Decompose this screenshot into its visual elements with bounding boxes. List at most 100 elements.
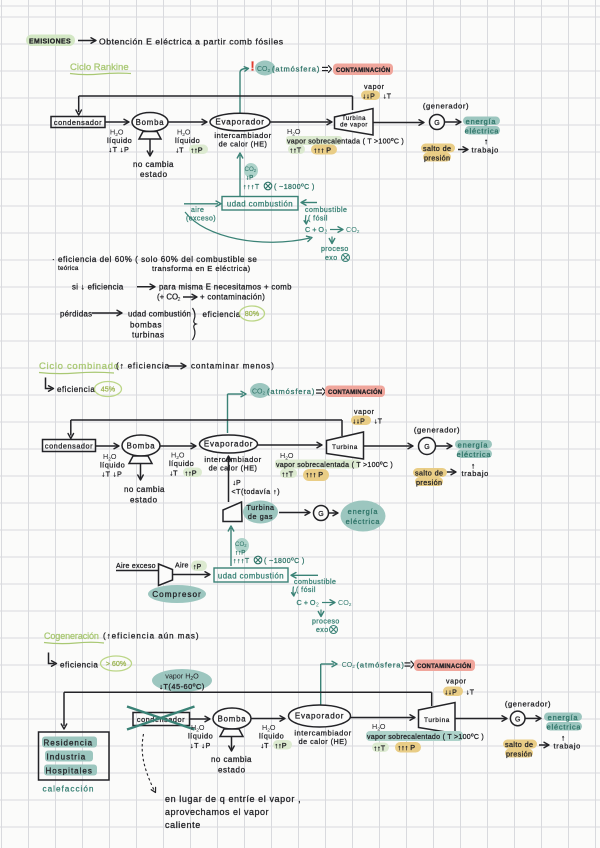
svg-text:↑↑T: ↑↑T (282, 469, 294, 478)
svg-text:vapor: vapor (354, 409, 375, 416)
svg-text:C + O: C + O (297, 598, 316, 607)
svg-text:CO2: CO2 (346, 225, 360, 235)
svg-text:eficiencia: eficiencia (60, 661, 98, 670)
svg-text:líquido: líquido (107, 136, 132, 145)
svg-text:CO2: CO2 (342, 662, 356, 670)
svg-text:↓T ↓P: ↓T ↓P (190, 741, 211, 750)
svg-text:líquido: líquido (169, 459, 194, 468)
svg-text:Hospitales: Hospitales (46, 767, 93, 776)
svg-text:no cambia: no cambia (124, 485, 165, 494)
svg-text:↑↑↑ P: ↑↑↑ P (398, 743, 416, 752)
svg-text:( ~1800ºC ): ( ~1800ºC ) (274, 184, 315, 191)
svg-text:vapor sobrecalentada ( T >100º: vapor sobrecalentada ( T >100ºC ) (287, 138, 404, 145)
svg-text:↑↑P: ↑↑P (191, 146, 203, 155)
svg-text:↓↓P: ↓↓P (445, 689, 458, 696)
svg-text:↑↑P: ↑↑P (235, 550, 245, 557)
svg-text:salto de: salto de (505, 740, 533, 749)
svg-text:H2O: H2O (287, 127, 301, 138)
svg-text:intercambiador: intercambiador (214, 131, 271, 140)
svg-text:CO2: CO2 (245, 166, 257, 173)
svg-text:G: G (434, 120, 439, 127)
svg-text:Compresor: Compresor (152, 590, 202, 599)
svg-text:vapor: vapor (446, 679, 467, 686)
svg-text:pérdidas: pérdidas (60, 310, 92, 319)
svg-text:↑↑T: ↑↑T (374, 743, 386, 752)
svg-text:energía: energía (548, 713, 579, 722)
svg-text:45%: 45% (101, 385, 116, 394)
svg-text:vapor H2O: vapor H2O (165, 672, 199, 682)
svg-text:G: G (318, 511, 323, 518)
svg-text:estado: estado (218, 765, 246, 774)
svg-text:↑↑↑ P: ↑↑↑ P (314, 145, 332, 154)
svg-text:(generador): (generador) (414, 426, 460, 435)
svg-text:Ciclo combinado: Ciclo combinado (39, 361, 120, 372)
svg-text:↓T ↓P: ↓T ↓P (109, 145, 130, 154)
svg-text:eléctrica: eléctrica (346, 517, 381, 526)
svg-text:(generador): (generador) (423, 102, 469, 111)
svg-text:udad combustión: udad combustión (128, 310, 191, 319)
svg-text:(↑ eficiencia: (↑ eficiencia (116, 362, 170, 371)
svg-text:energía: energía (348, 507, 379, 516)
svg-text:Aire exceso: Aire exceso (116, 563, 156, 570)
svg-text:↑↑P: ↑↑P (275, 741, 287, 750)
svg-text:Bomba: Bomba (218, 714, 247, 723)
svg-text:presión: presión (506, 750, 532, 759)
svg-text:presión: presión (416, 478, 442, 487)
svg-text:↓P: ↓P (233, 480, 242, 487)
svg-text:de calor (HE): de calor (HE) (219, 140, 268, 149)
svg-text:bombas: bombas (130, 321, 162, 330)
svg-text:↓↓P: ↓↓P (363, 93, 376, 100)
svg-text:C + O: C + O (305, 225, 324, 234)
svg-text:EMISIONES: EMISIONES (29, 39, 71, 46)
svg-text:↓T: ↓T (176, 146, 185, 155)
svg-text:↓P: ↓P (246, 175, 253, 182)
svg-text:> 60%: > 60% (106, 659, 127, 668)
svg-text:CO2: CO2 (257, 66, 271, 74)
svg-text:líquido: líquido (175, 136, 200, 145)
svg-text:energía: energía (466, 117, 497, 126)
svg-text:(↑eficiencia aún mas): (↑eficiencia aún mas) (103, 632, 200, 641)
svg-text:eléctrica: eléctrica (547, 722, 582, 731)
svg-text:Industria: Industria (47, 753, 87, 762)
svg-text:Evaporador: Evaporador (204, 440, 253, 449)
svg-text:para misma E necesitamos + co: para misma E necesitamos + comb (159, 283, 292, 292)
svg-text:(atmósfera): (atmósfera) (357, 661, 405, 670)
svg-text:H2O: H2O (191, 723, 205, 734)
svg-text:↑: ↑ (561, 734, 565, 743)
svg-text:si ↓ eficiencia: si ↓ eficiencia (72, 283, 124, 292)
svg-text:<T(todavía ↑): <T(todavía ↑) (232, 489, 281, 496)
svg-text:(atmósfera): (atmósfera) (272, 65, 320, 74)
svg-text:+ contaminación): + contaminación) (200, 293, 265, 302)
svg-text:↓T: ↓T (466, 689, 475, 696)
svg-text:de calor (HE): de calor (HE) (299, 737, 348, 746)
svg-text:Aire: Aire (175, 563, 189, 570)
svg-text:80%: 80% (245, 309, 260, 318)
svg-text:Turbina: Turbina (424, 717, 450, 724)
svg-text:de calor (HE): de calor (HE) (209, 464, 258, 473)
svg-text:estado: estado (140, 170, 168, 179)
svg-text:trabajo: trabajo (472, 146, 500, 155)
svg-text:2: 2 (178, 297, 181, 303)
svg-text:udad combustión: udad combustión (218, 571, 284, 580)
svg-text:!: ! (250, 59, 254, 74)
svg-text:( fósil: ( fósil (296, 587, 316, 594)
svg-text:H2O: H2O (372, 722, 386, 733)
svg-text:(+ CO: (+ CO (157, 293, 178, 302)
svg-text:Obtención E eléctrica a parti: Obtención E eléctrica a partir comb fósi… (99, 37, 284, 47)
svg-text:↑↑P: ↑↑P (185, 469, 197, 478)
svg-text:2: 2 (316, 603, 319, 609)
svg-text:transforma en E eléctrica): transforma en E eléctrica) (152, 264, 251, 273)
svg-text:↑↑↑T: ↑↑↑T (243, 184, 260, 191)
svg-text:Bomba: Bomba (127, 441, 156, 450)
svg-text:calefacción: calefacción (43, 785, 95, 794)
svg-text:↓T: ↓T (261, 741, 270, 750)
svg-text:proceso: proceso (321, 246, 349, 253)
svg-text:eficiencia: eficiencia (57, 385, 95, 394)
svg-text:salto de: salto de (415, 469, 443, 478)
svg-text:( fósil: ( fósil (308, 216, 328, 223)
svg-text:de gas: de gas (248, 512, 273, 521)
svg-text:Ciclo Rankine: Ciclo Rankine (70, 62, 129, 73)
svg-text:energía: energía (458, 440, 489, 449)
svg-text:CONTAMINACIÓN: CONTAMINACIÓN (417, 662, 471, 670)
svg-text:↓T ↓P: ↓T ↓P (102, 470, 123, 479)
